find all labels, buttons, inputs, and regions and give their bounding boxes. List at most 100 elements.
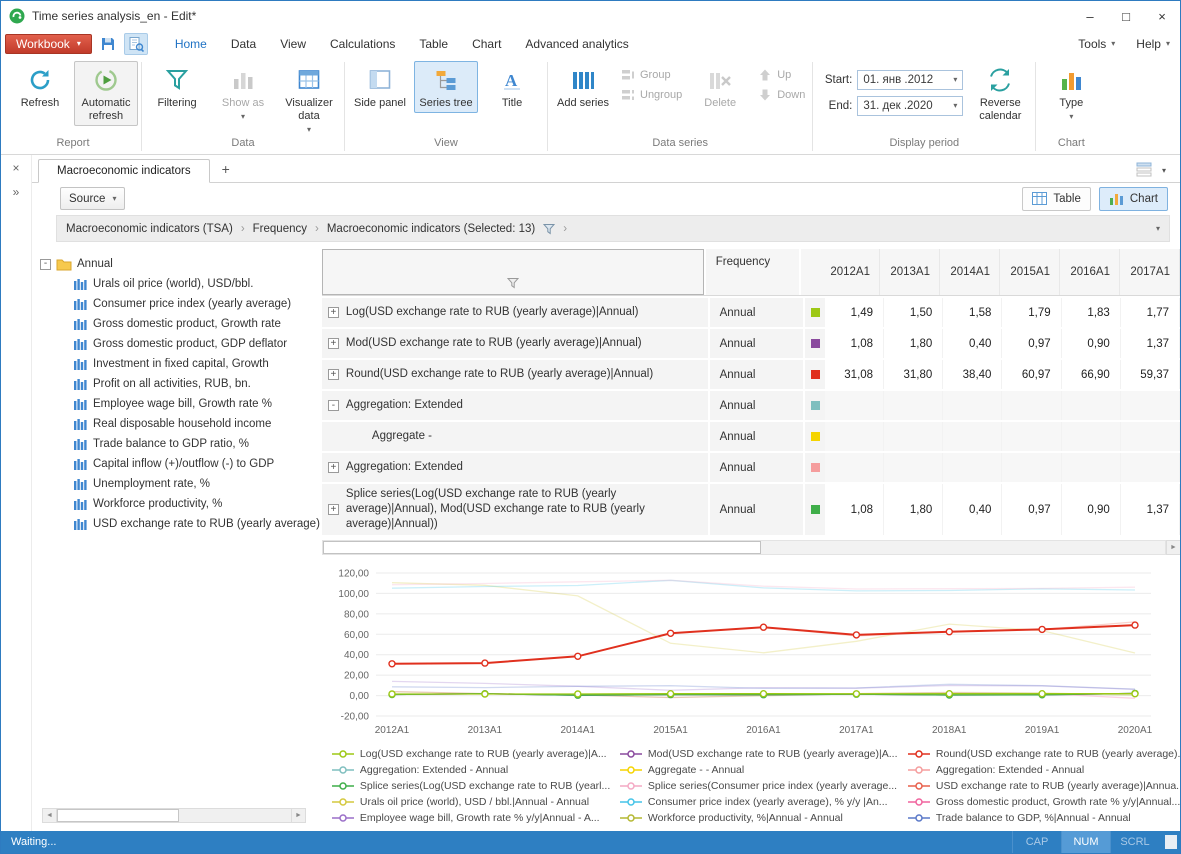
expand-icon[interactable]: + bbox=[327, 462, 339, 474]
tree-item[interactable]: Real disposable household income bbox=[40, 414, 320, 434]
series-name-cell[interactable]: + Mod(USD exchange rate to RUB (yearly av… bbox=[321, 329, 708, 359]
table-h-scrollbar[interactable]: ► ► bbox=[321, 540, 1180, 556]
frequency-cell[interactable]: Annual bbox=[709, 360, 804, 390]
tree-root-annual[interactable]: - Annual bbox=[40, 254, 320, 274]
scrollbar-thumb[interactable] bbox=[57, 809, 179, 822]
tree-item[interactable]: USD exchange rate to RUB (yearly average… bbox=[40, 514, 320, 534]
ribbon-tab[interactable]: Data bbox=[230, 37, 257, 51]
breadcrumb-item[interactable]: Macroeconomic indicators (TSA) bbox=[66, 222, 233, 235]
value-cell[interactable]: 1,49 bbox=[824, 298, 885, 328]
legend-item[interactable]: Aggregation: Extended - Annual bbox=[331, 764, 616, 776]
value-cell[interactable] bbox=[1002, 391, 1062, 421]
tree-item[interactable]: Profit on all activities, RUB, bn. bbox=[40, 374, 320, 394]
tree-item[interactable]: Gross domestic product, GDP deflator bbox=[40, 334, 320, 354]
column-header-year[interactable]: 2013A1 bbox=[880, 249, 940, 296]
column-header-year[interactable]: 2016A1 bbox=[1060, 249, 1120, 296]
tree-h-scrollbar[interactable]: ◄ ► bbox=[42, 808, 306, 823]
ungroup-button[interactable]: Ungroup bbox=[621, 88, 682, 102]
value-cell[interactable] bbox=[884, 422, 944, 452]
legend-item[interactable]: Trade balance to GDP, %|Annual - Annual bbox=[907, 812, 1180, 824]
frequency-cell[interactable]: Annual bbox=[709, 484, 804, 536]
legend-item[interactable]: Urals oil price (world), USD / bbl.|Annu… bbox=[331, 796, 616, 808]
breadcrumb-item[interactable]: Macroeconomic indicators (Selected: 13) bbox=[326, 222, 536, 235]
end-date-select[interactable]: 31. дек .2020 ▾ bbox=[857, 96, 964, 116]
scroll-right-icon[interactable]: ► bbox=[1165, 540, 1180, 556]
value-cell[interactable]: 1,83 bbox=[1061, 298, 1121, 328]
frequency-cell[interactable]: Annual bbox=[709, 422, 804, 452]
table-row[interactable]: - Aggregation: Extended Annual bbox=[321, 391, 1180, 421]
value-cell[interactable] bbox=[1120, 453, 1180, 483]
value-cell[interactable]: 1,79 bbox=[1002, 298, 1062, 328]
automatic-refresh-button[interactable]: Automatic refresh bbox=[74, 61, 138, 127]
filter-icon[interactable] bbox=[543, 223, 556, 235]
value-cell[interactable]: 59,37 bbox=[1120, 360, 1180, 390]
series-name-cell[interactable]: + Aggregation: Extended bbox=[321, 453, 708, 483]
value-cell[interactable] bbox=[1061, 453, 1121, 483]
ribbon-tab[interactable]: Advanced analytics bbox=[525, 37, 629, 51]
value-cell[interactable] bbox=[1120, 391, 1180, 421]
value-cell[interactable] bbox=[943, 391, 1003, 421]
expand-icon[interactable]: + bbox=[327, 338, 339, 350]
value-cell[interactable] bbox=[884, 453, 944, 483]
value-cell[interactable] bbox=[1061, 391, 1121, 421]
breadcrumb-item[interactable]: Frequency bbox=[252, 222, 307, 235]
tree-item[interactable]: Trade balance to GDP ratio, % bbox=[40, 434, 320, 454]
filtering-button[interactable]: Filtering bbox=[145, 61, 209, 113]
value-cell[interactable] bbox=[1002, 422, 1062, 452]
series-name-cell[interactable]: + Log(USD exchange rate to RUB (yearly av… bbox=[321, 298, 708, 328]
color-cell[interactable] bbox=[805, 422, 825, 452]
expand-panel-icon[interactable]: » bbox=[12, 185, 20, 200]
color-cell[interactable] bbox=[805, 484, 825, 536]
value-cell[interactable] bbox=[943, 453, 1003, 483]
table-row[interactable]: Aggregate - Annual bbox=[321, 422, 1180, 452]
expand-icon[interactable]: + bbox=[327, 369, 339, 381]
show-as-button[interactable]: Show as ▾ bbox=[211, 61, 275, 124]
view-selector-icon[interactable] bbox=[1136, 162, 1152, 182]
value-cell[interactable]: 31,80 bbox=[884, 360, 944, 390]
value-cell[interactable]: 0,97 bbox=[1002, 484, 1062, 536]
value-cell[interactable]: 1,58 bbox=[943, 298, 1003, 328]
column-header-year[interactable]: 2015A1 bbox=[1000, 249, 1060, 296]
reverse-calendar-button[interactable]: Reverse calendar bbox=[968, 61, 1032, 126]
frequency-cell[interactable]: Annual bbox=[709, 391, 804, 421]
expand-icon[interactable]: + bbox=[327, 307, 339, 319]
value-cell[interactable]: 1,80 bbox=[884, 329, 944, 359]
legend-item[interactable]: USD exchange rate to RUB (yearly average… bbox=[907, 780, 1180, 792]
frequency-cell[interactable]: Annual bbox=[709, 329, 804, 359]
value-cell[interactable] bbox=[1061, 422, 1121, 452]
filter-icon[interactable] bbox=[506, 277, 519, 289]
table-row[interactable]: + Round(USD exchange rate to RUB (yearly … bbox=[321, 360, 1180, 390]
color-cell[interactable] bbox=[805, 298, 825, 328]
breadcrumb-dropdown-icon[interactable]: ▾ bbox=[1155, 223, 1160, 233]
value-cell[interactable]: 31,08 bbox=[824, 360, 885, 390]
tree-item[interactable]: Consumer price index (yearly average) bbox=[40, 294, 320, 314]
frequency-cell[interactable]: Annual bbox=[709, 453, 804, 483]
group-button[interactable]: Group bbox=[621, 68, 682, 82]
value-cell[interactable]: 1,08 bbox=[824, 329, 885, 359]
value-cell[interactable]: 0,40 bbox=[943, 484, 1003, 536]
maximize-button[interactable]: □ bbox=[1122, 8, 1130, 24]
frequency-cell[interactable]: Annual bbox=[709, 298, 804, 328]
color-cell[interactable] bbox=[805, 329, 825, 359]
value-cell[interactable]: 1,37 bbox=[1120, 484, 1180, 536]
workbook-menu-button[interactable]: Workbook ▾ bbox=[5, 34, 92, 54]
ribbon-tab[interactable]: View bbox=[280, 37, 306, 51]
source-button[interactable]: Source ▾ bbox=[60, 187, 126, 211]
column-header-name[interactable] bbox=[321, 249, 704, 296]
refresh-button[interactable]: Refresh bbox=[8, 61, 72, 113]
value-cell[interactable] bbox=[1002, 453, 1062, 483]
tree-item[interactable]: Gross domestic product, Growth rate bbox=[40, 314, 320, 334]
legend-item[interactable]: Gross domestic product, Growth rate % y/… bbox=[907, 796, 1180, 808]
delete-button[interactable]: Delete bbox=[688, 61, 752, 113]
value-cell[interactable]: 0,90 bbox=[1061, 329, 1121, 359]
color-cell[interactable] bbox=[805, 391, 825, 421]
scrollbar-track[interactable] bbox=[57, 808, 291, 823]
tree-item[interactable]: Employee wage bill, Growth rate % bbox=[40, 394, 320, 414]
ribbon-tab[interactable]: Home bbox=[174, 37, 207, 51]
value-cell[interactable]: 1,77 bbox=[1120, 298, 1180, 328]
series-name-cell[interactable]: + Splice series(Log(USD exchange rate to … bbox=[321, 484, 708, 536]
print-preview-icon[interactable] bbox=[123, 33, 148, 55]
value-cell[interactable]: 0,40 bbox=[943, 329, 1003, 359]
legend-item[interactable]: Splice series(Consumer price index (year… bbox=[619, 780, 904, 792]
value-cell[interactable]: 0,90 bbox=[1061, 484, 1121, 536]
